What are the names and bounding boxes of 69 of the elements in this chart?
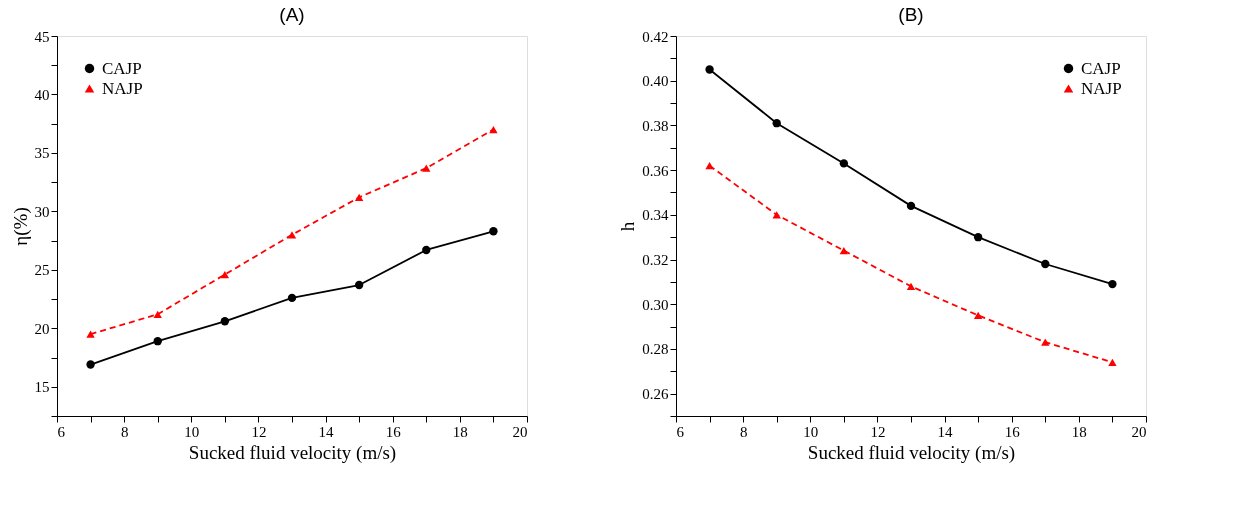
point xyxy=(220,317,230,326)
point xyxy=(489,227,498,236)
y-tick-label: 40 xyxy=(34,86,50,103)
y-tick-label: 0.36 xyxy=(642,162,669,179)
point xyxy=(1041,338,1050,346)
y-tick-label: 0.32 xyxy=(642,252,669,269)
y-axis-title: η(%) xyxy=(9,207,32,246)
y-tick-label: 20 xyxy=(34,320,50,337)
y-tick-label: 45 xyxy=(34,28,50,45)
y-tick-label: 0.28 xyxy=(642,341,669,358)
point xyxy=(1041,259,1050,269)
chart-title: (B) xyxy=(898,4,924,25)
x-tick-label: 18 xyxy=(452,423,468,440)
legend-label: NAJP xyxy=(102,78,143,98)
point xyxy=(153,336,162,346)
x-tick-label: 20 xyxy=(1131,423,1147,440)
point xyxy=(839,246,849,255)
y-tick-label: 15 xyxy=(34,379,50,396)
chart-title: (A) xyxy=(279,4,305,25)
x-axis-title: Sucked fluid velocity (m/s) xyxy=(188,441,397,464)
x-tick-label: 20 xyxy=(512,423,528,440)
y-tick-label: 0.30 xyxy=(642,296,669,313)
x-tick-label: 10 xyxy=(184,423,200,440)
y-tick-label: 0.26 xyxy=(642,386,669,403)
point xyxy=(973,233,983,242)
point xyxy=(772,119,781,128)
y-axis-title: h xyxy=(617,221,639,232)
legend-label: NAJP xyxy=(1081,78,1122,98)
x-axis-title: Sucked fluid velocity (m/s) xyxy=(807,441,1016,464)
x-tick-label: 16 xyxy=(1004,423,1021,440)
y-tick-label: 0.42 xyxy=(642,28,669,45)
point xyxy=(354,193,364,201)
legend-label: CAJP xyxy=(1081,58,1121,78)
y-tick-label: 35 xyxy=(34,145,50,162)
x-tick-label: 10 xyxy=(803,423,819,440)
point xyxy=(86,330,95,338)
x-tick-label: 8 xyxy=(739,423,748,440)
x-tick-label: 12 xyxy=(870,423,886,440)
point xyxy=(287,231,297,239)
point xyxy=(839,159,849,168)
point xyxy=(287,293,297,303)
point xyxy=(153,310,162,318)
y-tick-label: 0.40 xyxy=(642,73,669,90)
y-tick-label: 30 xyxy=(34,203,50,220)
point xyxy=(86,360,95,369)
x-tick-label: 6 xyxy=(57,423,66,440)
y-tick-label: 0.38 xyxy=(642,117,669,134)
x-tick-label: 16 xyxy=(385,423,402,440)
point xyxy=(1108,358,1117,366)
point xyxy=(906,282,916,290)
x-tick-label: 14 xyxy=(937,423,954,440)
point xyxy=(422,164,431,172)
point xyxy=(422,245,431,255)
x-tick-label: 8 xyxy=(120,423,129,440)
x-tick-label: 12 xyxy=(251,423,267,440)
point xyxy=(906,201,916,211)
x-tick-label: 14 xyxy=(318,423,335,440)
legend-label: CAJP xyxy=(102,58,142,78)
x-tick-label: 18 xyxy=(1071,423,1087,440)
point xyxy=(220,270,230,279)
y-tick-label: 25 xyxy=(34,262,50,279)
point xyxy=(705,162,714,170)
y-tick-label: 0.34 xyxy=(642,207,669,224)
point xyxy=(354,280,364,290)
point xyxy=(489,125,498,134)
point xyxy=(973,311,983,320)
point xyxy=(705,65,714,74)
x-tick-label: 6 xyxy=(676,423,685,440)
point xyxy=(1108,279,1117,289)
